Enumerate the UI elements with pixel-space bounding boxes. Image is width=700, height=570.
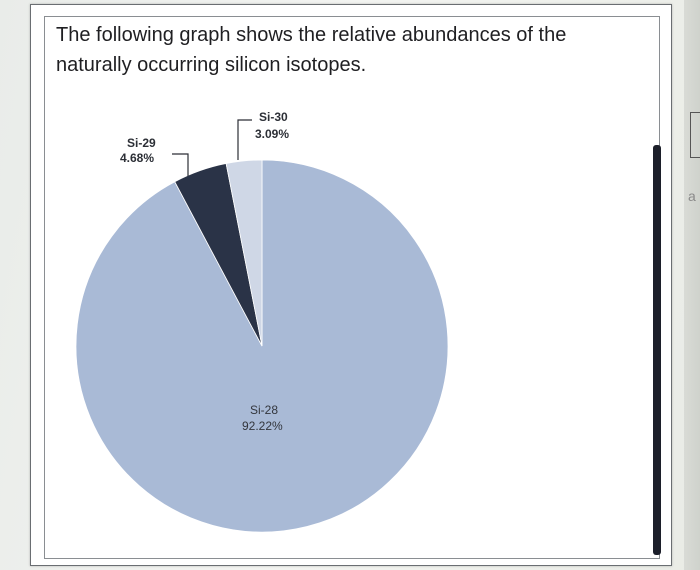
label-si28-name: Si-28 [250, 403, 278, 417]
leader-line-si29 [172, 153, 189, 176]
label-si29-value: 4.68% [120, 151, 154, 165]
adjacent-window-edge [684, 0, 700, 570]
adjacent-window-text: a [688, 188, 696, 204]
question-prompt: The following graph shows the relative a… [56, 20, 636, 80]
pie-slice-si-30 [225, 159, 263, 347]
leader-line-si30 [237, 119, 252, 160]
label-si30-name: Si-30 [259, 110, 288, 124]
prompt-line-2: naturally occurring silicon isotopes. [56, 54, 367, 76]
label-si29-name: Si-29 [127, 136, 156, 150]
label-si28-value: 92.22% [242, 419, 283, 433]
leader-lines [172, 119, 252, 176]
label-si30-value: 3.09% [255, 127, 289, 141]
adjacent-window-bracket [690, 112, 700, 158]
prompt-line-1: The following graph shows the relative a… [56, 24, 567, 46]
pie-slices [75, 159, 449, 533]
scrollbar[interactable] [653, 145, 661, 555]
